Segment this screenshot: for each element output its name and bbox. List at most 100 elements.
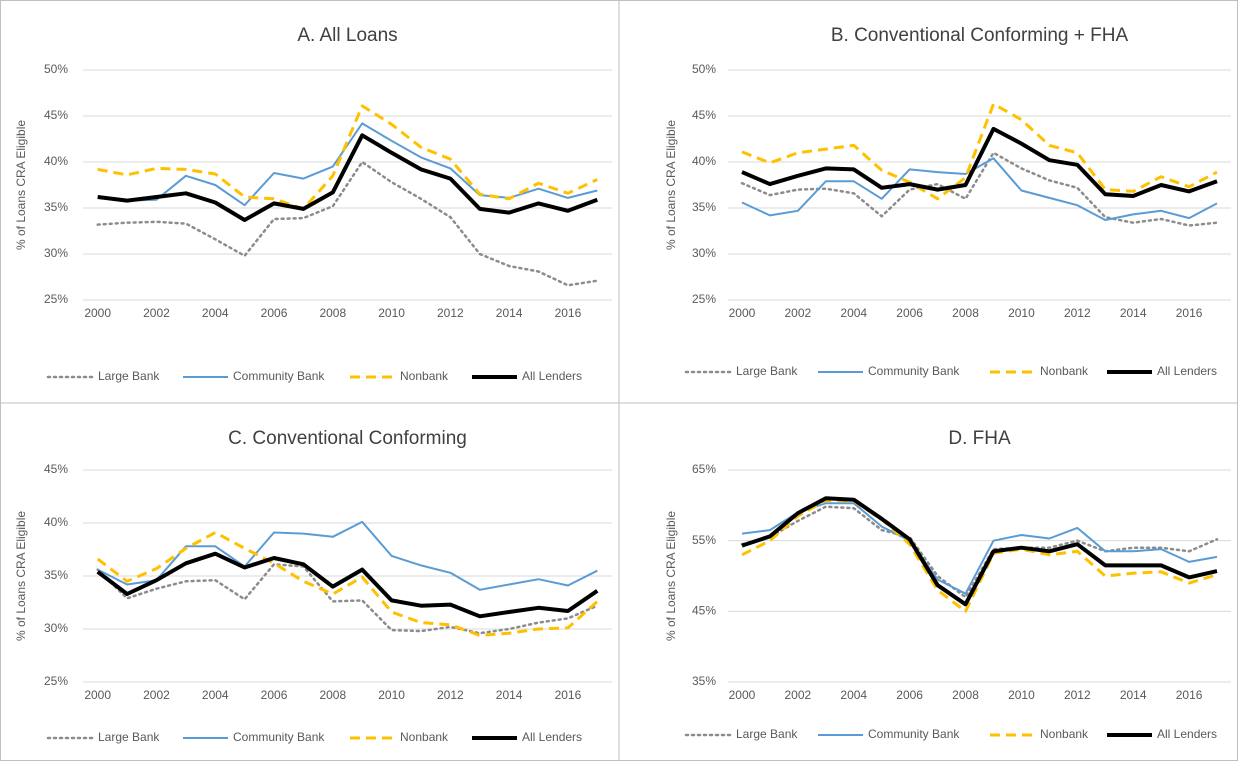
- x-tick-label: 2000: [84, 306, 111, 320]
- chart-panel: D. FHA % of Loans CRA Eligible 35% 45% 55% 65…: [664, 428, 1231, 741]
- series-line: [96, 563, 599, 635]
- series-line: [97, 104, 598, 211]
- x-tick-label: 2010: [378, 306, 405, 320]
- x-tick-label: 2000: [729, 306, 756, 320]
- y-tick-label: 35%: [44, 200, 68, 214]
- series-line: [97, 133, 599, 222]
- x-tick-label: 2004: [840, 306, 867, 320]
- y-tick-label: 40%: [44, 515, 68, 529]
- legend-label: Large Bank: [98, 730, 160, 744]
- x-tick-label: 2010: [1008, 688, 1035, 702]
- y-tick-label: 55%: [692, 533, 716, 547]
- legend-label: Large Bank: [736, 727, 798, 741]
- x-tick-label: 2002: [143, 688, 170, 702]
- series-line: [740, 151, 1219, 227]
- legend-label: Community Bank: [868, 364, 960, 378]
- chart-title: B. Conventional Conforming + FHA: [831, 25, 1129, 46]
- x-tick-label: 2008: [952, 306, 979, 320]
- series-line: [741, 498, 1218, 613]
- x-tick-label: 2006: [896, 688, 923, 702]
- x-tick-label: 2006: [261, 306, 288, 320]
- chart-panel: A. All Loans % of Loans CRA Eligible 25% 30…: [14, 25, 612, 383]
- x-tick-label: 2010: [378, 688, 405, 702]
- legend-label: Large Bank: [98, 369, 160, 383]
- legend-label: Community Bank: [233, 730, 325, 744]
- x-tick-label: 2012: [437, 688, 464, 702]
- y-tick-label: 25%: [44, 292, 68, 306]
- x-tick-label: 2006: [261, 688, 288, 702]
- legend-label: Nonbank: [400, 369, 449, 383]
- series-line: [741, 157, 1218, 221]
- y-tick-label: 30%: [692, 246, 716, 260]
- y-tick-label: 45%: [44, 108, 68, 122]
- y-tick-label: 45%: [692, 108, 716, 122]
- x-tick-label: 2004: [202, 688, 229, 702]
- legend-label: Nonbank: [1040, 364, 1089, 378]
- x-tick-label: 2006: [896, 306, 923, 320]
- legend-label: Large Bank: [736, 364, 798, 378]
- x-tick-label: 2016: [555, 688, 582, 702]
- y-tick-label: 65%: [692, 462, 716, 476]
- x-tick-label: 2008: [319, 306, 346, 320]
- y-tick-label: 40%: [44, 154, 68, 168]
- legend-label: Nonbank: [1040, 727, 1089, 741]
- series-line: [741, 496, 1218, 607]
- series-line: [741, 502, 1218, 595]
- y-tick-label: 25%: [44, 674, 68, 688]
- y-axis-label: % of Loans CRA Eligible: [664, 120, 678, 250]
- x-tick-label: 2002: [785, 306, 812, 320]
- legend-label: Community Bank: [868, 727, 960, 741]
- series-line: [741, 126, 1218, 198]
- x-tick-label: 2014: [496, 306, 523, 320]
- chart-title: C. Conventional Conforming: [228, 428, 467, 449]
- x-tick-label: 2016: [1176, 306, 1203, 320]
- x-tick-label: 2012: [437, 306, 464, 320]
- x-tick-label: 2012: [1064, 306, 1091, 320]
- x-tick-label: 2014: [496, 688, 523, 702]
- legend-label: All Lenders: [522, 730, 582, 744]
- y-tick-label: 30%: [44, 246, 68, 260]
- y-tick-label: 35%: [692, 674, 716, 688]
- x-tick-label: 2008: [319, 688, 346, 702]
- x-tick-label: 2014: [1120, 306, 1147, 320]
- x-tick-label: 2016: [1176, 688, 1203, 702]
- chart-panel: C. Conventional Conforming % of Loans CRA…: [14, 428, 612, 744]
- series-line: [741, 102, 1218, 201]
- y-tick-label: 30%: [44, 621, 68, 635]
- legend-label: All Lenders: [1157, 364, 1217, 378]
- x-tick-label: 2016: [555, 306, 582, 320]
- x-tick-label: 2002: [785, 688, 812, 702]
- y-tick-label: 50%: [44, 62, 68, 76]
- x-tick-label: 2012: [1064, 688, 1091, 702]
- series-line: [96, 160, 599, 287]
- x-tick-label: 2002: [143, 306, 170, 320]
- x-tick-label: 2004: [202, 306, 229, 320]
- legend-label: All Lenders: [1157, 727, 1217, 741]
- y-tick-label: 25%: [692, 292, 716, 306]
- y-tick-label: 45%: [692, 604, 716, 618]
- legend-label: All Lenders: [522, 369, 582, 383]
- y-tick-label: 40%: [692, 154, 716, 168]
- series-line: [740, 505, 1219, 599]
- chart-panel: B. Conventional Conforming + FHA % of Loa…: [664, 25, 1231, 378]
- series-line: [96, 551, 599, 619]
- legend-label: Nonbank: [400, 730, 449, 744]
- legend-label: Community Bank: [233, 369, 325, 383]
- y-axis-label: % of Loans CRA Eligible: [14, 120, 28, 250]
- y-tick-label: 35%: [44, 568, 68, 582]
- chart-title: A. All Loans: [297, 25, 397, 46]
- y-axis-label: % of Loans CRA Eligible: [14, 511, 28, 641]
- x-tick-label: 2008: [952, 688, 979, 702]
- y-tick-label: 50%: [692, 62, 716, 76]
- x-tick-label: 2000: [729, 688, 756, 702]
- y-axis-label: % of Loans CRA Eligible: [664, 511, 678, 641]
- chart-title: D. FHA: [948, 428, 1011, 449]
- y-tick-label: 45%: [44, 462, 68, 476]
- x-tick-label: 2014: [1120, 688, 1147, 702]
- y-tick-label: 35%: [692, 200, 716, 214]
- series-line: [96, 531, 599, 637]
- x-tick-label: 2000: [84, 688, 111, 702]
- x-tick-label: 2010: [1008, 306, 1035, 320]
- x-tick-label: 2004: [840, 688, 867, 702]
